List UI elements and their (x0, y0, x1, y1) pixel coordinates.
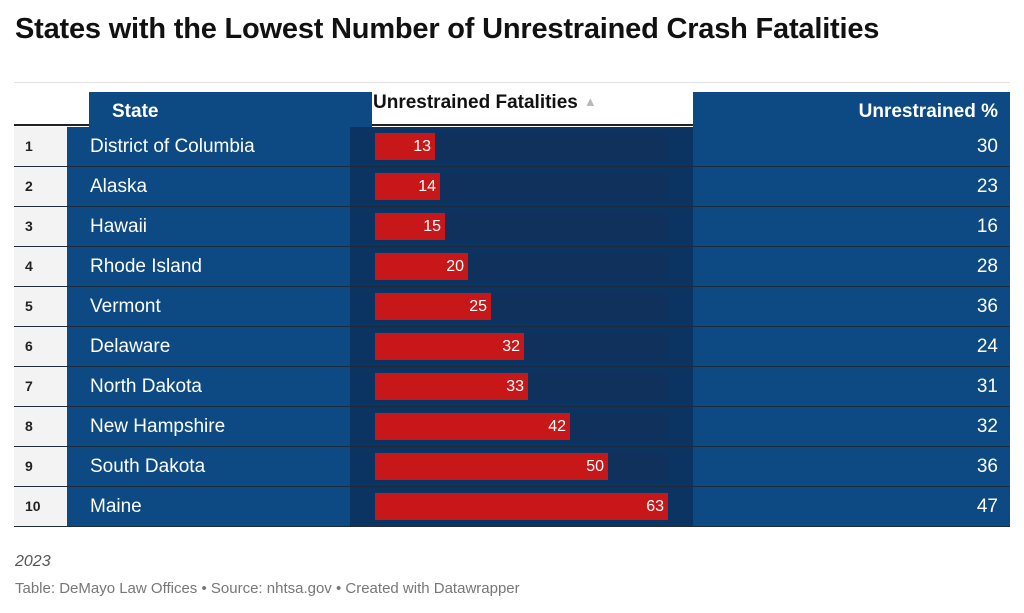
fatalities-cell: 13 (350, 127, 693, 166)
table-row: 1 District of Columbia 13 30 (14, 127, 1010, 167)
table-row: 4 Rhode Island 20 28 (14, 247, 1010, 287)
table-row: 10 Maine 63 47 (14, 487, 1010, 527)
header-state[interactable]: State (89, 92, 372, 131)
bar-track: 15 (375, 213, 668, 240)
fatalities-cell: 15 (350, 207, 693, 246)
fatalities-bar: 50 (375, 453, 608, 480)
bar-value-label: 42 (548, 418, 566, 435)
header-fatalities-label: Unrestrained Fatalities (373, 92, 578, 113)
bar-track: 25 (375, 293, 668, 320)
percent-cell: 23 (693, 167, 1010, 206)
bar-track: 13 (375, 133, 668, 160)
bar-track: 33 (375, 373, 668, 400)
table-row: 6 Delaware 32 24 (14, 327, 1010, 367)
fatalities-bar: 13 (375, 133, 435, 160)
fatalities-bar: 32 (375, 333, 524, 360)
bar-value-label: 13 (413, 138, 431, 155)
footer-source: Table: DeMayo Law Offices • Source: nhts… (15, 580, 520, 597)
state-cell: Delaware (67, 327, 350, 366)
fatalities-bar: 14 (375, 173, 440, 200)
rank-cell: 3 (14, 207, 67, 246)
table-row: 2 Alaska 14 23 (14, 167, 1010, 207)
rank-cell: 5 (14, 287, 67, 326)
fatalities-cell: 32 (350, 327, 693, 366)
bar-value-label: 63 (646, 498, 664, 515)
header-fatalities[interactable]: Unrestrained Fatalities ▲ (373, 92, 597, 114)
percent-cell: 32 (693, 407, 1010, 446)
bar-value-label: 32 (502, 338, 520, 355)
bar-value-label: 20 (446, 258, 464, 275)
sort-ascending-icon[interactable]: ▲ (583, 94, 597, 109)
state-cell: Rhode Island (67, 247, 350, 286)
bar-track: 32 (375, 333, 668, 360)
bar-track: 42 (375, 413, 668, 440)
fatalities-cell: 14 (350, 167, 693, 206)
fatalities-cell: 42 (350, 407, 693, 446)
state-cell: New Hampshire (67, 407, 350, 446)
rank-cell: 8 (14, 407, 67, 446)
bar-value-label: 14 (418, 178, 436, 195)
table-row: 8 New Hampshire 42 32 (14, 407, 1010, 447)
state-cell: North Dakota (67, 367, 350, 406)
state-cell: Alaska (67, 167, 350, 206)
percent-cell: 36 (693, 447, 1010, 486)
state-cell: Maine (67, 487, 350, 526)
table-row: 7 North Dakota 33 31 (14, 367, 1010, 407)
table-header: State Unrestrained Fatalities ▲ Unrestrai… (14, 82, 1010, 131)
notes: 2023 (15, 553, 51, 570)
bar-value-label: 15 (423, 218, 441, 235)
table-row: 5 Vermont 25 36 (14, 287, 1010, 327)
bar-value-label: 50 (586, 458, 604, 475)
bar-value-label: 25 (469, 298, 487, 315)
percent-cell: 28 (693, 247, 1010, 286)
state-cell: Hawaii (67, 207, 350, 246)
fatalities-cell: 50 (350, 447, 693, 486)
rank-cell: 2 (14, 167, 67, 206)
table-row: 9 South Dakota 50 36 (14, 447, 1010, 487)
percent-cell: 16 (693, 207, 1010, 246)
fatalities-bar: 42 (375, 413, 570, 440)
percent-cell: 24 (693, 327, 1010, 366)
fatalities-bar: 33 (375, 373, 528, 400)
rank-cell: 10 (14, 487, 67, 526)
rank-cell: 6 (14, 327, 67, 366)
percent-cell: 31 (693, 367, 1010, 406)
state-cell: South Dakota (67, 447, 350, 486)
rank-cell: 7 (14, 367, 67, 406)
fatalities-bar: 25 (375, 293, 491, 320)
bar-track: 14 (375, 173, 668, 200)
bar-track: 20 (375, 253, 668, 280)
percent-cell: 36 (693, 287, 1010, 326)
bar-track: 50 (375, 453, 668, 480)
fatalities-bar: 15 (375, 213, 445, 240)
fatalities-bar: 63 (375, 493, 668, 520)
bar-track: 63 (375, 493, 668, 520)
percent-cell: 47 (693, 487, 1010, 526)
chart-title: States with the Lowest Number of Unrestr… (15, 13, 880, 45)
header-percent[interactable]: Unrestrained % (693, 92, 1010, 131)
state-cell: Vermont (67, 287, 350, 326)
table-row: 3 Hawaii 15 16 (14, 207, 1010, 247)
bar-value-label: 33 (506, 378, 524, 395)
fatalities-cell: 25 (350, 287, 693, 326)
rank-cell: 1 (14, 127, 67, 166)
fatalities-cell: 63 (350, 487, 693, 526)
fatalities-cell: 33 (350, 367, 693, 406)
rank-cell: 9 (14, 447, 67, 486)
percent-cell: 30 (693, 127, 1010, 166)
rank-cell: 4 (14, 247, 67, 286)
fatalities-bar: 20 (375, 253, 468, 280)
fatalities-cell: 20 (350, 247, 693, 286)
table-body: 1 District of Columbia 13 30 2 Alaska 14 23 3 Haw… (14, 127, 1010, 527)
state-cell: District of Columbia (67, 127, 350, 166)
